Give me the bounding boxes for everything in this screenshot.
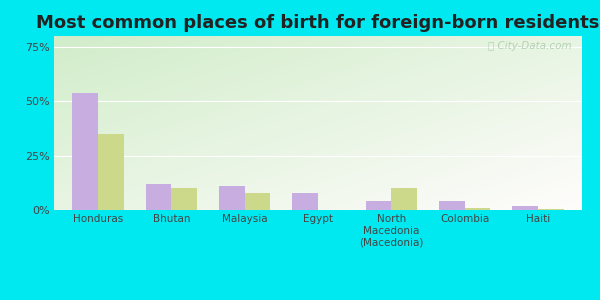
Bar xyxy=(365,201,391,210)
Bar xyxy=(219,186,245,210)
Text: Ⓜ City-Data.com: Ⓜ City-Data.com xyxy=(488,41,571,51)
Bar xyxy=(464,208,490,210)
Bar xyxy=(73,92,98,210)
Bar xyxy=(146,184,172,210)
Bar xyxy=(245,193,271,210)
Bar xyxy=(172,188,197,210)
Bar xyxy=(439,201,464,210)
Bar xyxy=(512,206,538,210)
Bar xyxy=(391,188,417,210)
Bar xyxy=(292,193,318,210)
Bar xyxy=(98,134,124,210)
Bar xyxy=(538,209,563,210)
Title: Most common places of birth for foreign-born residents: Most common places of birth for foreign-… xyxy=(37,14,599,32)
